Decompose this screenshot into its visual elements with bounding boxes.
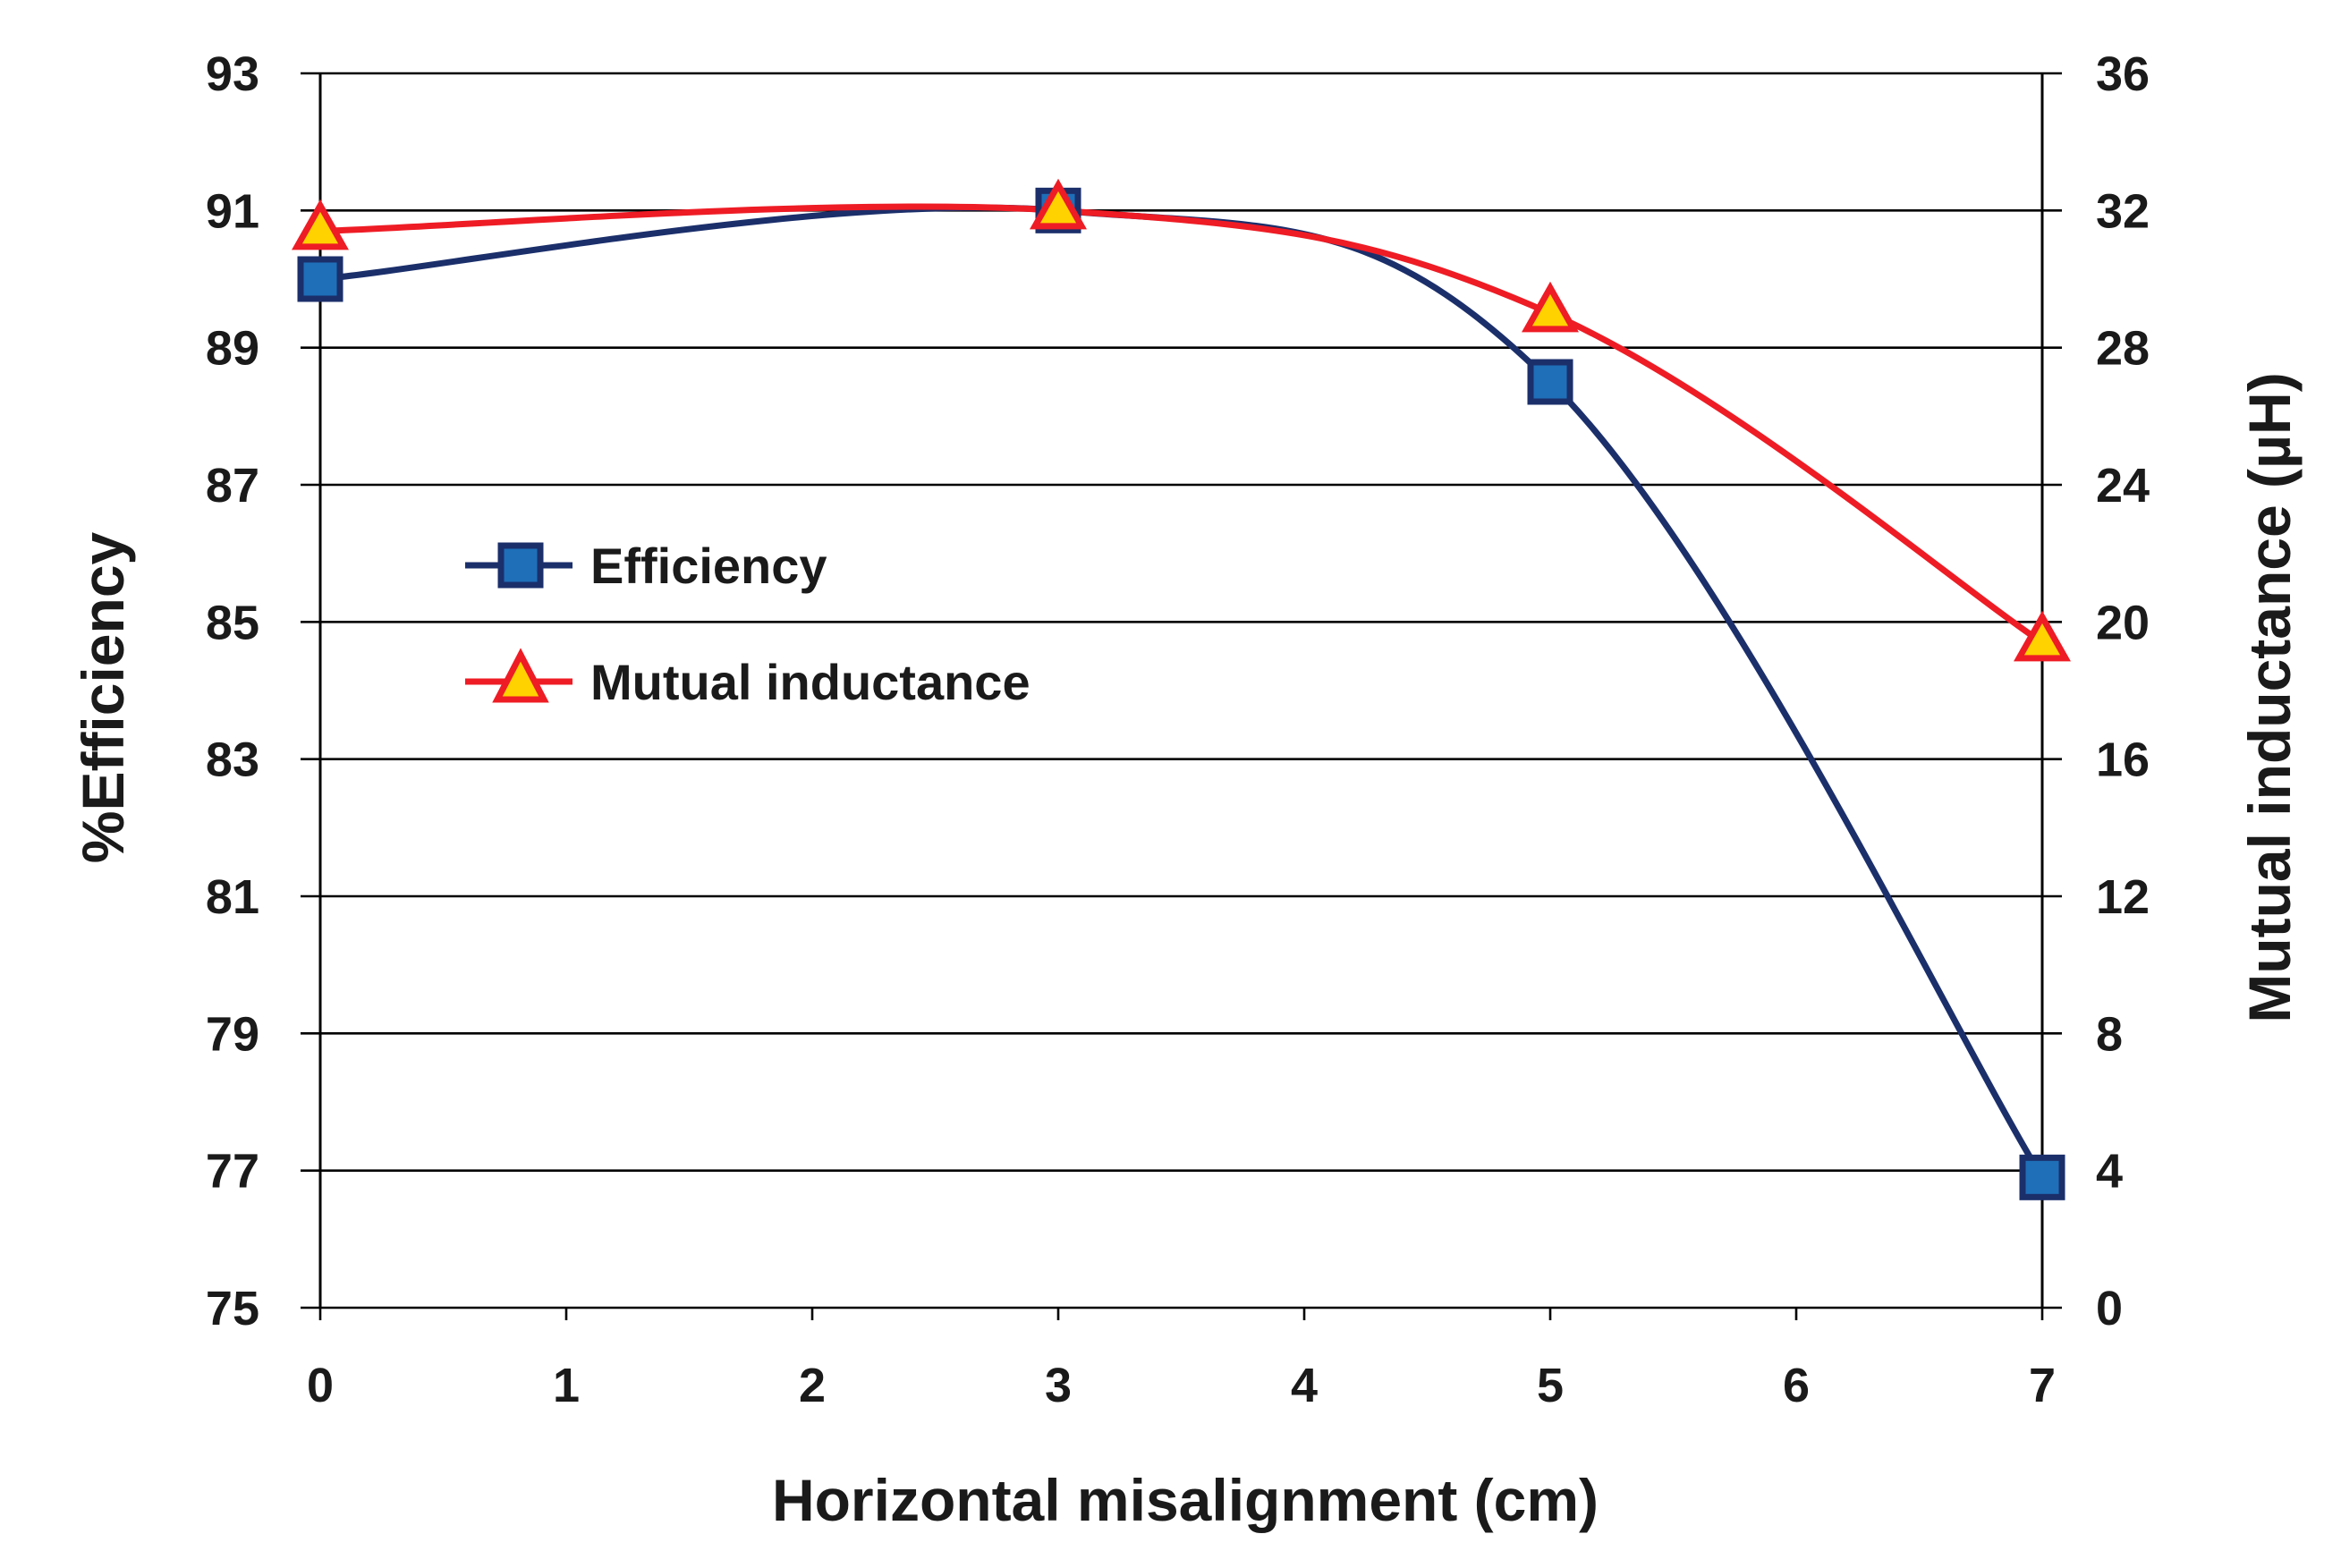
series-line-mutual-inductance bbox=[319, 203, 2044, 646]
y2-tick-label-16: 16 bbox=[2096, 733, 2150, 787]
x-tick-label-1: 1 bbox=[553, 1359, 580, 1412]
y2-tick-label-32: 32 bbox=[2096, 184, 2150, 238]
y-tick-label-85: 85 bbox=[206, 596, 259, 649]
y2-tick-label-0: 0 bbox=[2096, 1282, 2123, 1335]
y2-tick-label-28: 28 bbox=[2096, 322, 2150, 376]
series-line-efficiency bbox=[319, 204, 2045, 1180]
y-tick-label-75: 75 bbox=[206, 1282, 259, 1335]
y-tick-label-83: 83 bbox=[206, 733, 259, 787]
x-tick-label-3: 3 bbox=[1045, 1359, 1072, 1412]
y-tick-label-93: 93 bbox=[206, 47, 259, 101]
data-point-mutual-inductance-5 bbox=[1522, 281, 1579, 333]
y2-tick-label-8: 8 bbox=[2096, 1007, 2123, 1061]
y2-tick-label-4: 4 bbox=[2096, 1145, 2123, 1199]
y-tick-label-91: 91 bbox=[206, 184, 259, 238]
legend-efficiency-marker bbox=[497, 542, 544, 589]
x-tick-label-5: 5 bbox=[1537, 1359, 1564, 1412]
marker-layer bbox=[292, 178, 2071, 1200]
y-tick-label-77: 77 bbox=[206, 1145, 259, 1199]
data-point-efficiency-7 bbox=[2019, 1154, 2065, 1200]
y-axis-title-left: %Efficiency bbox=[70, 531, 136, 863]
y-tick-label-89: 89 bbox=[206, 322, 259, 376]
data-point-mutual-inductance-3 bbox=[1030, 178, 1087, 230]
data-point-efficiency-0 bbox=[297, 256, 344, 302]
grid-layer bbox=[301, 72, 2062, 1320]
series-layer bbox=[319, 203, 2045, 1180]
y2-tick-label-20: 20 bbox=[2096, 596, 2150, 649]
data-point-mutual-inductance-0 bbox=[292, 199, 349, 250]
y-tick-label-81: 81 bbox=[206, 870, 259, 924]
y2-tick-label-24: 24 bbox=[2096, 459, 2150, 513]
x-tick-label-4: 4 bbox=[1291, 1359, 1318, 1412]
legend-mutual-inductance-marker bbox=[492, 648, 549, 703]
x-tick-label-7: 7 bbox=[2029, 1359, 2056, 1412]
x-tick-label-2: 2 bbox=[799, 1359, 826, 1412]
y2-tick-label-36: 36 bbox=[2096, 47, 2150, 101]
x-tick-label-0: 0 bbox=[307, 1359, 334, 1412]
legend-efficiency-label: Efficiency bbox=[590, 538, 827, 594]
data-point-efficiency-5 bbox=[1527, 359, 1573, 405]
y-tick-label-87: 87 bbox=[206, 459, 259, 513]
legend: Efficiency Mutual inductance bbox=[465, 538, 1031, 710]
y-tick-label-79: 79 bbox=[206, 1007, 259, 1061]
data-point-mutual-inductance-7 bbox=[2014, 610, 2071, 662]
x-axis-title: Horizontal misalignment (cm) bbox=[772, 1467, 1599, 1533]
y2-tick-label-12: 12 bbox=[2096, 870, 2150, 924]
y-axis-title-right: Mutual inductance (µH) bbox=[2236, 372, 2303, 1022]
x-tick-label-6: 6 bbox=[1783, 1359, 1810, 1412]
legend-mutual-inductance-label: Mutual inductance bbox=[590, 654, 1031, 710]
